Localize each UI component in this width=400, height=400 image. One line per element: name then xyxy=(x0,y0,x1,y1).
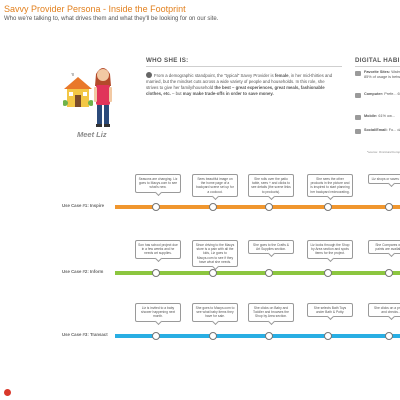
digital-divider xyxy=(355,66,400,67)
step-callout: She goes to the Crafts & Art Supplies se… xyxy=(248,240,294,255)
digital-habits: Favorite Sites: Walmart.com, Target.com,… xyxy=(355,70,400,150)
step-node xyxy=(152,332,160,340)
step-node xyxy=(209,203,217,211)
monitor-icon xyxy=(355,71,361,76)
use-case-label: Use Case #3: Transact xyxy=(62,332,108,337)
step-node xyxy=(385,332,393,340)
house-icon xyxy=(63,73,93,107)
step-node xyxy=(385,203,393,211)
who-description: From a demographic standpoint, the “typi… xyxy=(146,72,333,96)
step-callout: Liz shops or saves items... xyxy=(368,174,400,185)
step-callout: She Compares which paints are available.… xyxy=(368,240,400,255)
digital-source-note: *source: Omniture/Comp... xyxy=(367,150,400,154)
chat-icon xyxy=(355,129,361,134)
who-divider xyxy=(146,66,342,67)
step-callout: She clicks on Baby and Toddler and brows… xyxy=(248,303,294,322)
use-case-label: Use Case #2: Inform xyxy=(62,269,104,274)
brand-logo-icon xyxy=(4,389,11,396)
step-callout: Son has school project due in a few week… xyxy=(135,240,181,259)
persona-avatar xyxy=(94,68,112,127)
step-node xyxy=(324,269,332,277)
step-callout: Since driving to the Macys store is a pa… xyxy=(192,240,238,268)
step-callout: She goes to Macys.com to see what baby i… xyxy=(192,303,238,322)
step-callout: She clicks on a product and checks... xyxy=(368,303,400,318)
digital-row: Favorite Sites: Walmart.com, Target.com,… xyxy=(355,70,400,88)
use-case-track xyxy=(115,271,400,275)
page-title: Savvy Provider Persona - Inside the Foot… xyxy=(4,4,186,14)
step-node xyxy=(265,203,273,211)
step-node xyxy=(209,269,217,277)
step-node xyxy=(152,203,160,211)
heart-icon xyxy=(146,72,152,78)
use-case-track xyxy=(115,205,400,209)
step-node xyxy=(265,269,273,277)
digital-row: Mobile: 61% ow... xyxy=(355,114,400,124)
who-heading: WHO SHE IS: xyxy=(146,57,189,64)
step-callout: She selects Bath Toys under Bath & Potty… xyxy=(307,303,353,318)
digital-row: Social/Email: Fo... days. xyxy=(355,128,400,146)
digital-heading: DIGITAL HABI xyxy=(355,57,400,64)
page-subtitle: Who we're talking to, what drives them a… xyxy=(4,16,219,22)
digital-row: Computer: Prefe... 65% accessed from hom… xyxy=(355,92,400,110)
step-node xyxy=(265,332,273,340)
step-node xyxy=(324,203,332,211)
step-callout: Seasons are changing. Liz goes to Macys.… xyxy=(135,174,181,193)
step-callout: She rolls over the patio table, sees + a… xyxy=(248,174,294,197)
step-node xyxy=(324,332,332,340)
persona-name: Meet Liz xyxy=(77,130,107,139)
laptop-icon xyxy=(355,93,361,98)
step-node xyxy=(209,332,217,340)
use-case-label: Use Case #1: Inspire xyxy=(62,203,105,208)
phone-icon xyxy=(355,115,361,120)
use-case-track xyxy=(115,334,400,338)
step-callout: Liz looks through the Shop by Area secti… xyxy=(307,240,353,259)
step-callout: Sees beautiful image on the home page of… xyxy=(192,174,238,197)
step-node xyxy=(152,269,160,277)
step-node xyxy=(385,269,393,277)
step-callout: Liz is invited to a baby shower happenin… xyxy=(135,303,181,322)
step-callout: She sees the other products in the pictu… xyxy=(307,174,353,197)
